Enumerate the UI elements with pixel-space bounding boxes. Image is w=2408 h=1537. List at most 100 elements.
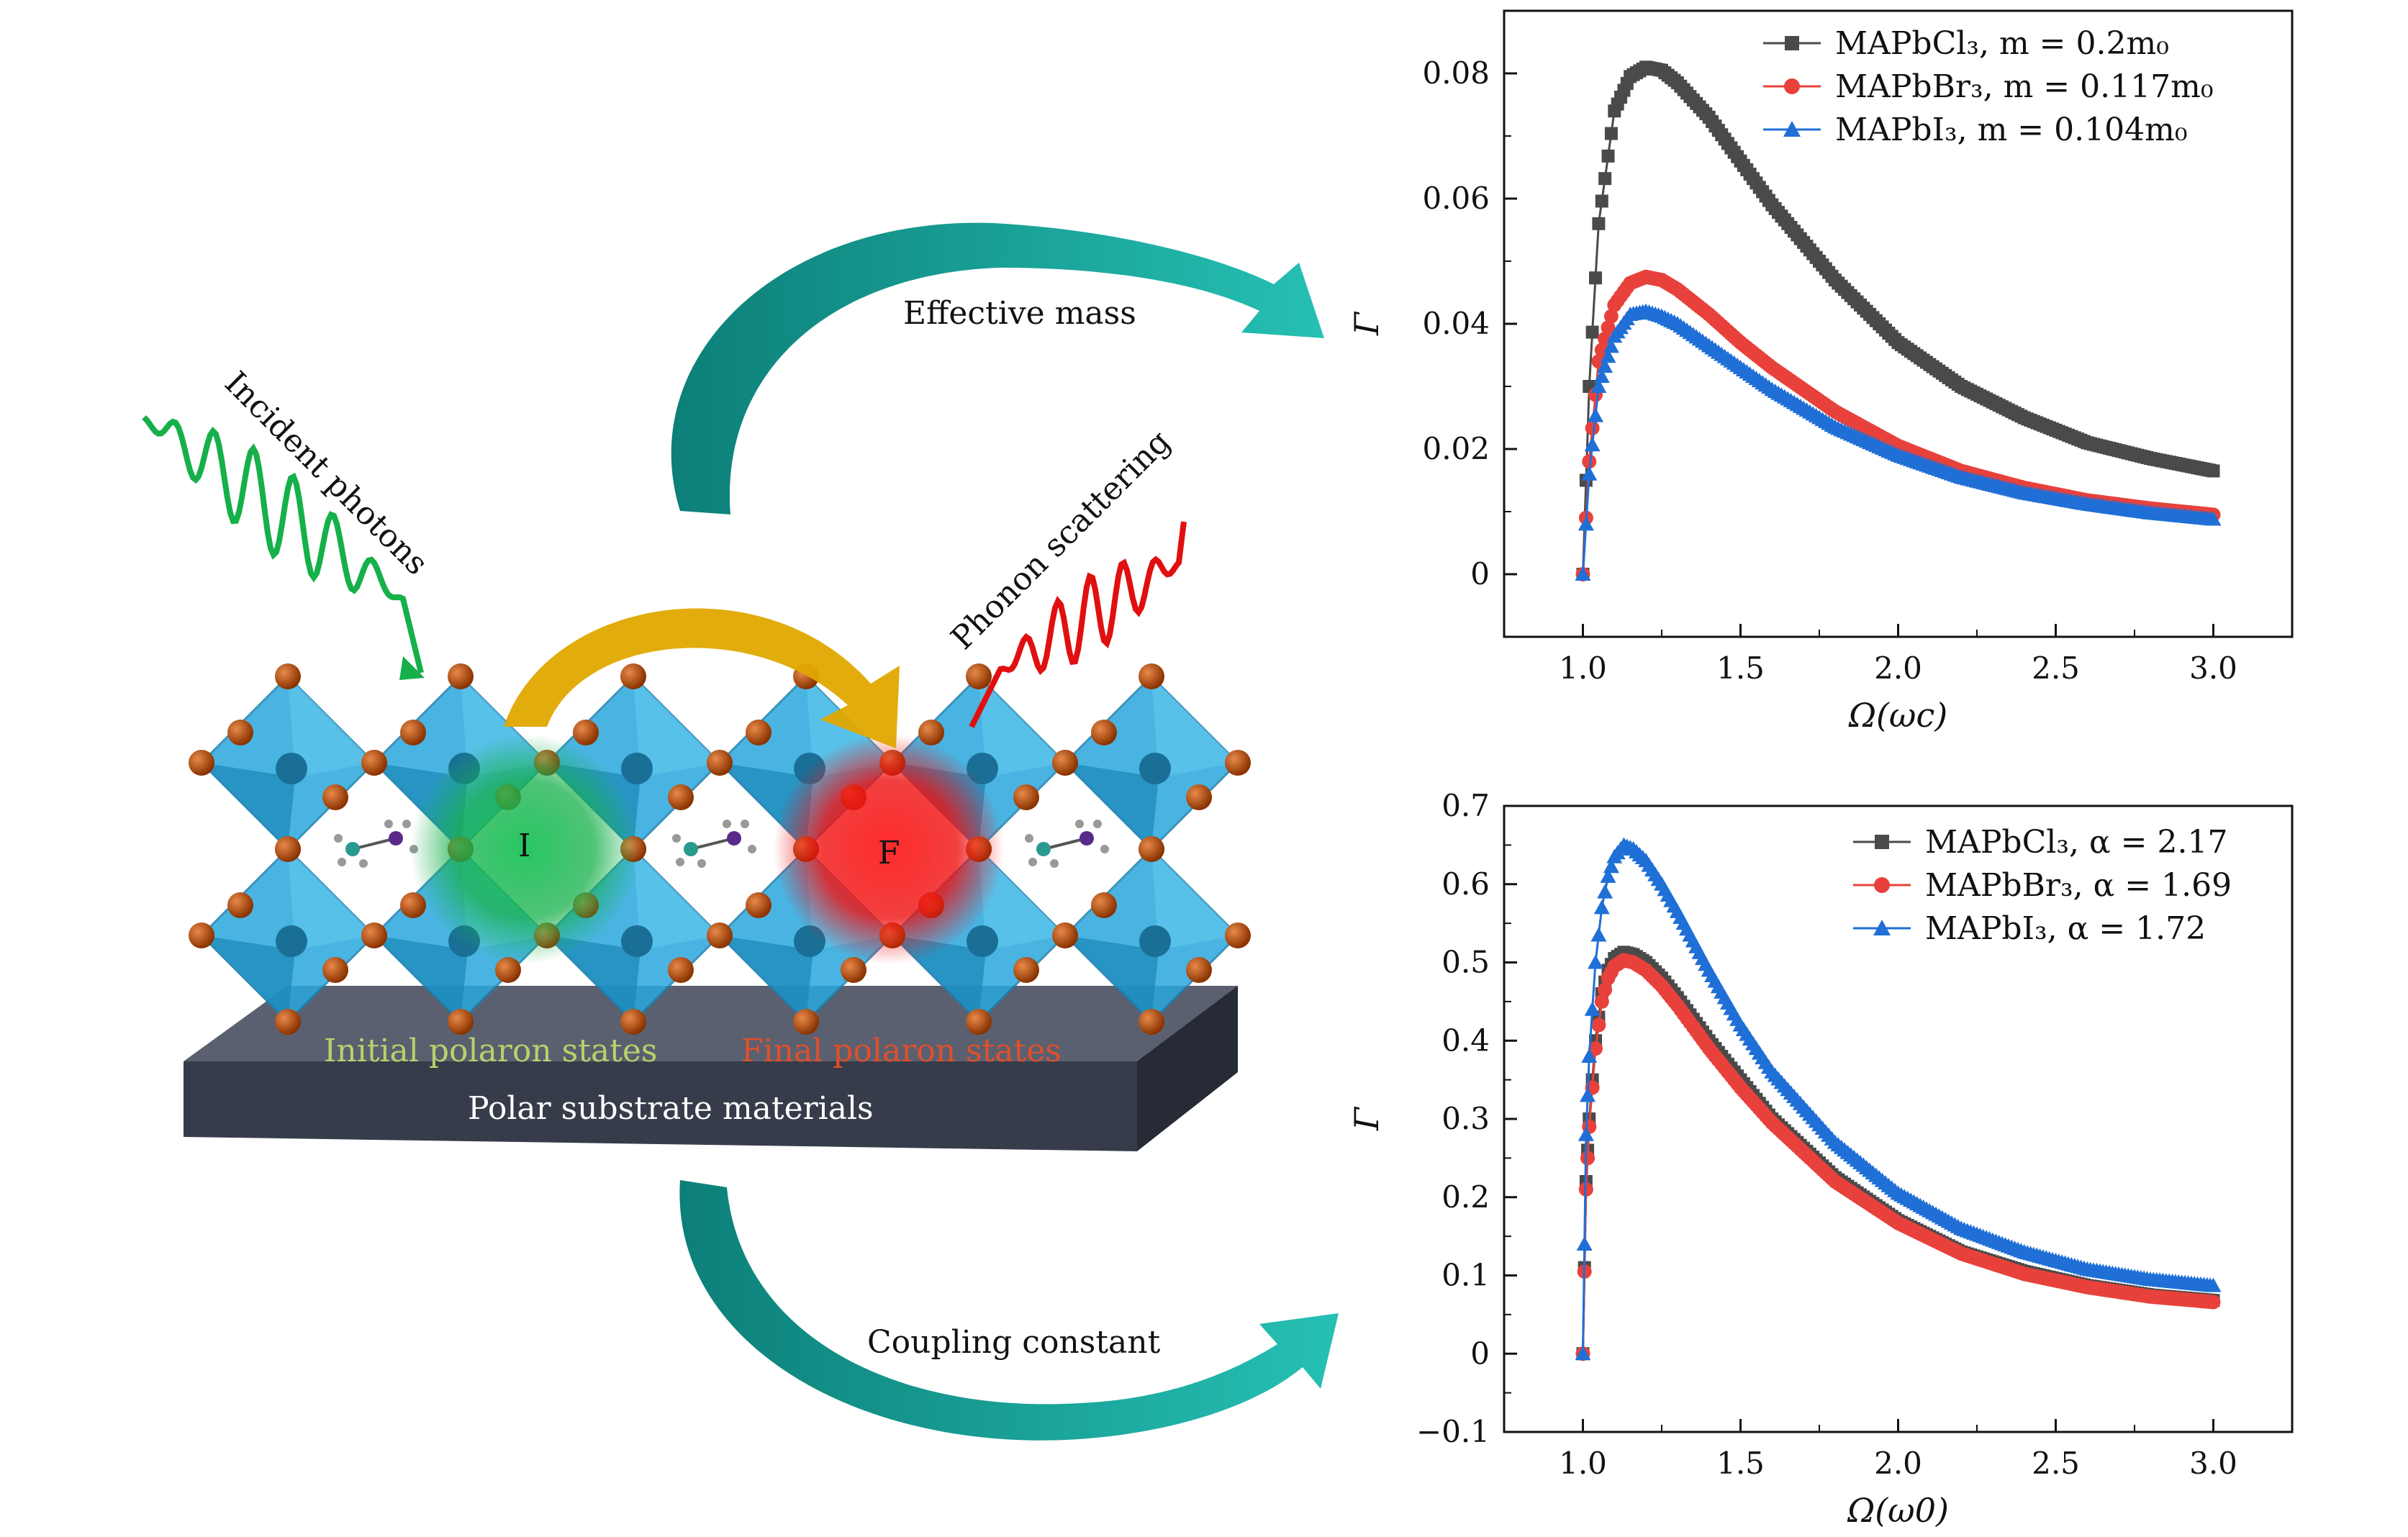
data-point xyxy=(1592,217,1606,230)
incident-photons-label: Incident photons xyxy=(217,365,435,582)
data-point xyxy=(1581,466,1598,481)
data-point xyxy=(1597,358,1613,373)
data-point xyxy=(1585,421,1600,435)
data-point xyxy=(1600,868,1616,883)
y-tick-label: 0.5 xyxy=(1441,945,1490,980)
x-tick-label: 2.0 xyxy=(1874,1446,1922,1481)
legend-label: MAPbI₃, α = 1.72 xyxy=(1925,910,2206,947)
atom xyxy=(1052,750,1078,776)
data-point xyxy=(1588,407,1604,422)
data-point xyxy=(1589,271,1603,285)
atom xyxy=(1091,892,1117,918)
coupling-constant-label: Coupling constant xyxy=(867,1324,1161,1361)
data-point xyxy=(1601,320,1616,335)
atom xyxy=(275,1009,301,1035)
atom xyxy=(707,750,733,776)
legend-label: MAPbCl₃, α = 2.17 xyxy=(1925,824,2227,861)
perovskite-lattice xyxy=(189,663,1251,1035)
substrate-label: Polar substrate materials xyxy=(468,1090,874,1127)
data-point xyxy=(1584,1001,1601,1016)
atom xyxy=(1225,922,1251,948)
x-tick-label: 1.0 xyxy=(1559,650,1607,686)
data-point xyxy=(1598,172,1612,186)
initial-polaron-glow xyxy=(410,734,641,964)
x-tick-label: 3.0 xyxy=(2189,650,2237,686)
effective-mass-arrow xyxy=(671,222,1324,514)
atom xyxy=(1225,750,1251,776)
data-point xyxy=(1588,1041,1603,1056)
y-tick-label: 0.04 xyxy=(1422,306,1490,341)
ma-cation xyxy=(334,820,418,868)
atom xyxy=(841,957,866,983)
y-tick-label: 0 xyxy=(1470,556,1490,591)
data-point xyxy=(1603,858,1619,874)
data-point xyxy=(1603,338,1619,353)
effective-mass-label: Effective mass xyxy=(903,295,1136,332)
atom xyxy=(1013,957,1039,983)
series-1 xyxy=(1575,953,2221,1361)
atom xyxy=(1186,957,1212,983)
atom xyxy=(448,1009,474,1035)
y-tick-label: 0.4 xyxy=(1441,1023,1490,1058)
chart-coupling-constant: 1.0 1.5 2.0 2.5 3.0 −0.1 0 0.1 0.2 0.3 0.4 0.5 0.6 0.… xyxy=(1347,788,2294,1530)
legend-entry: MAPbCl₃, α = 2.17 xyxy=(1853,824,2227,861)
initial-state-letter: I xyxy=(518,828,530,864)
atom xyxy=(746,720,771,745)
illustration: Effective mass Coupling constant Initial… xyxy=(142,222,1339,1441)
initial-states-label: Initial polaron states xyxy=(324,1033,657,1069)
atom xyxy=(668,784,694,810)
substrate-front xyxy=(184,1061,1137,1151)
data-point xyxy=(1595,194,1608,208)
atom xyxy=(275,663,301,689)
data-point xyxy=(1603,309,1619,324)
y-axis-label: Γ xyxy=(1347,311,1386,336)
atom xyxy=(361,750,387,776)
atom xyxy=(1186,784,1212,810)
data-point xyxy=(1575,1346,1591,1361)
incident-photon-arrowhead xyxy=(399,656,425,680)
final-states-label: Final polaron states xyxy=(741,1033,1062,1069)
x-tick-label: 3.0 xyxy=(2189,1446,2237,1481)
atom xyxy=(1091,720,1117,745)
atom xyxy=(275,836,301,862)
y-tick-label: −0.1 xyxy=(1416,1414,1490,1449)
atom xyxy=(1013,784,1039,810)
legend-entry: MAPbI₃, m = 0.104m₀ xyxy=(1763,112,2187,148)
atom xyxy=(746,892,771,918)
phonon-wave xyxy=(969,521,1187,728)
y-tick-label: 0.08 xyxy=(1422,55,1490,91)
atom xyxy=(966,663,992,689)
data-point xyxy=(1590,378,1607,393)
data-point xyxy=(1575,566,1591,581)
data-point xyxy=(1597,884,1613,899)
atom xyxy=(620,663,646,689)
y-tick-label: 0 xyxy=(1470,1336,1490,1371)
ma-cation xyxy=(672,820,756,868)
atom xyxy=(400,720,426,745)
atom xyxy=(668,957,694,983)
atom xyxy=(448,663,474,689)
atom xyxy=(707,922,733,948)
atom xyxy=(322,784,348,810)
data-point xyxy=(1601,149,1615,163)
y-tick-label: 0.2 xyxy=(1441,1179,1490,1215)
series-2 xyxy=(1575,303,2222,581)
atom xyxy=(227,892,253,918)
atom xyxy=(400,892,426,918)
legend-entry: MAPbCl₃, m = 0.2m₀ xyxy=(1763,25,2169,62)
data-point xyxy=(1590,927,1607,942)
atom xyxy=(620,1009,646,1035)
coupling-constant-arrow xyxy=(679,1180,1339,1441)
data-point xyxy=(1598,982,1613,997)
data-point xyxy=(1578,516,1594,531)
y-tick-label: 0.06 xyxy=(1422,181,1490,216)
data-point xyxy=(1580,1151,1595,1166)
legend-entry: MAPbBr₃, m = 0.117m₀ xyxy=(1763,68,2213,105)
data-point xyxy=(2205,1277,2222,1292)
series-0 xyxy=(1576,60,2220,581)
data-point xyxy=(2206,1295,2221,1310)
atom xyxy=(189,750,214,776)
data-point xyxy=(1593,899,1610,915)
data-point xyxy=(1580,1087,1596,1102)
